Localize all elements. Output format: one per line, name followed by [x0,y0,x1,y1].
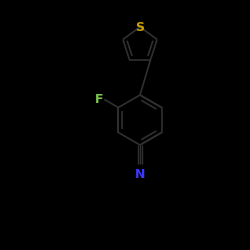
Text: S: S [136,20,144,34]
Text: N: N [135,168,145,180]
Text: F: F [94,93,103,106]
